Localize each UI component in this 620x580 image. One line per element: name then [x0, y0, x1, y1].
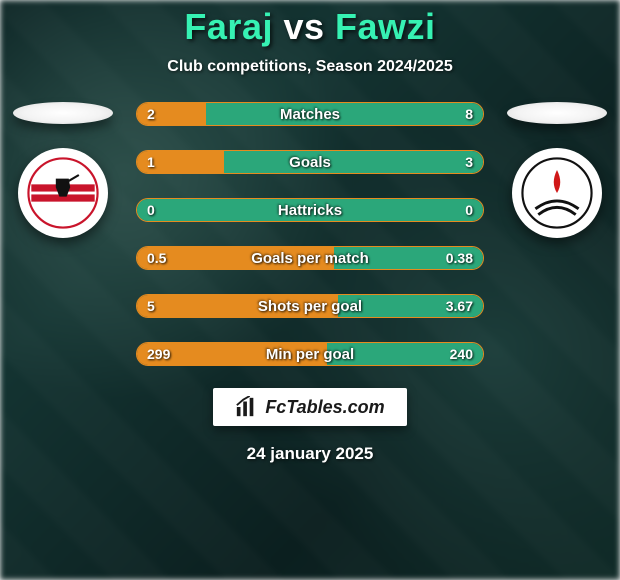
- stat-row: Min per goal299240: [136, 342, 484, 366]
- stat-bars: Matches28 Goals13 Hattricks00 Goals per mat…: [136, 102, 484, 366]
- stat-row: Matches28: [136, 102, 484, 126]
- stat-seg-left: [137, 343, 327, 365]
- chart-icon: [235, 396, 257, 418]
- left-side: [8, 102, 118, 238]
- right-platform: [507, 102, 607, 124]
- right-team-logo: [512, 148, 602, 238]
- stat-seg-left: [137, 247, 334, 269]
- stat-seg-right: [224, 151, 484, 173]
- stat-row: Goals per match0.50.38: [136, 246, 484, 270]
- title-vs: vs: [283, 6, 324, 47]
- stat-seg-left: [137, 295, 338, 317]
- stat-seg-right: [338, 295, 483, 317]
- date-text: 24 january 2025: [247, 444, 374, 464]
- stat-seg-left: [137, 151, 224, 173]
- content-root: Faraj vs Fawzi Club competitions, Season…: [0, 0, 620, 580]
- enppi-logo-icon: [521, 157, 593, 229]
- stat-seg-right: [137, 199, 483, 221]
- stat-row: Shots per goal53.67: [136, 294, 484, 318]
- stat-seg-right: [327, 343, 483, 365]
- branding-box: FcTables.com: [213, 388, 406, 426]
- page-title: Faraj vs Fawzi: [184, 6, 435, 48]
- title-left: Faraj: [184, 6, 273, 47]
- left-platform: [13, 102, 113, 124]
- right-side: [502, 102, 612, 238]
- stat-seg-left: [137, 103, 206, 125]
- branding-text: FcTables.com: [265, 397, 384, 418]
- comparison-area: Matches28 Goals13 Hattricks00 Goals per mat…: [0, 102, 620, 366]
- stat-seg-right: [334, 247, 483, 269]
- stat-seg-right: [206, 103, 483, 125]
- title-right: Fawzi: [335, 6, 436, 47]
- subtitle: Club competitions, Season 2024/2025: [167, 58, 452, 76]
- zamalek-logo-icon: [27, 157, 99, 229]
- left-team-logo: [18, 148, 108, 238]
- stat-row: Goals13: [136, 150, 484, 174]
- stat-row: Hattricks00: [136, 198, 484, 222]
